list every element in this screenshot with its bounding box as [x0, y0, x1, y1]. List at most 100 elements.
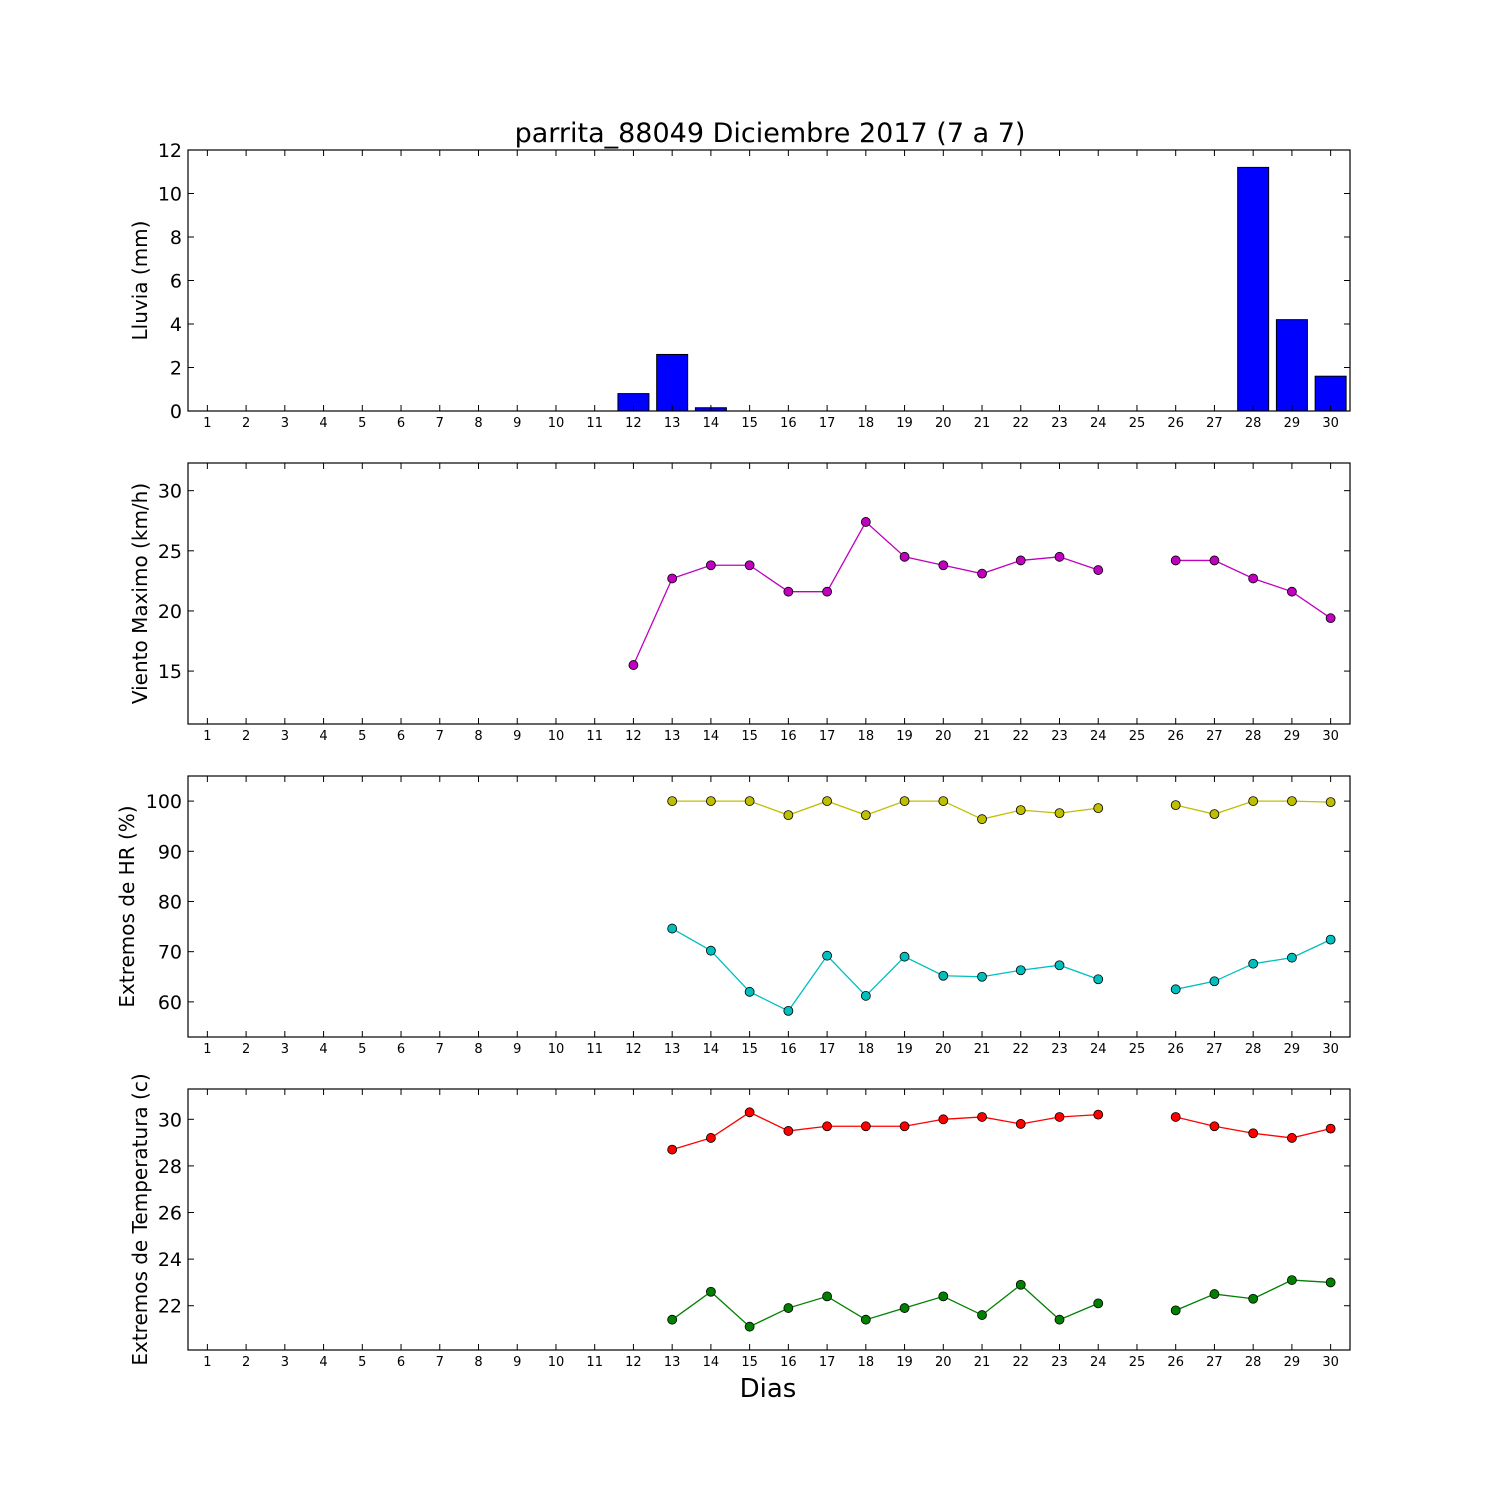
x-tick-label: 10	[548, 1355, 565, 1370]
x-tick-label: 8	[474, 416, 482, 431]
series-1-point-day-21	[977, 1112, 987, 1122]
y-tick-label: 20	[158, 601, 182, 623]
series-1-point-day-19	[899, 796, 910, 806]
x-tick-label: 6	[397, 1042, 405, 1057]
y-tick-label: 70	[158, 942, 182, 964]
x-tick-label: 5	[358, 416, 366, 431]
x-tick-label: 25	[1129, 416, 1146, 431]
x-tick-label: 18	[858, 1042, 875, 1057]
x-tick-label: 29	[1284, 729, 1301, 744]
x-tick-label: 26	[1167, 416, 1184, 431]
series-1-point-day-23	[1054, 808, 1065, 819]
y-tick-label: 0	[170, 401, 182, 423]
series-1-point-day-19	[899, 1121, 910, 1132]
series-1-point-day-29	[1287, 796, 1297, 806]
series-1-point-day-26	[1170, 555, 1181, 566]
x-tick-label: 26	[1167, 729, 1184, 744]
y-tick-label: 26	[158, 1203, 182, 1225]
x-tick-label: 21	[974, 729, 991, 744]
series-2-point-day-20	[938, 1291, 949, 1302]
series-2-point-day-26	[1170, 984, 1181, 995]
y-tick-label: 30	[158, 481, 182, 503]
x-tick-label: 2	[242, 1042, 250, 1057]
x-tick-label: 18	[858, 416, 875, 431]
series-1-line-segment-1	[632, 520, 1099, 666]
x-tick-label: 17	[819, 729, 836, 744]
x-tick-label: 30	[1322, 1042, 1339, 1057]
x-tick-label: 4	[319, 416, 327, 431]
y-tick-label: 25	[158, 541, 182, 563]
series-2-point-day-14	[706, 945, 716, 956]
x-tick-label: 26	[1167, 1042, 1184, 1057]
series-1-point-day-16	[783, 810, 794, 821]
x-tick-label: 3	[281, 416, 289, 431]
x-tick-label: 1	[203, 1355, 211, 1370]
x-tick-label: 12	[625, 1355, 642, 1370]
x-tick-label: 19	[896, 416, 913, 431]
series-1-point-day-27	[1209, 809, 1220, 820]
y-tick-label: 28	[158, 1156, 182, 1178]
x-tick-label: 25	[1129, 729, 1146, 744]
series-1-point-day-13	[667, 796, 678, 806]
y-tick-label: 60	[158, 992, 182, 1014]
series-1-point-day-24	[1093, 803, 1104, 814]
x-tick-label: 9	[513, 1042, 521, 1057]
series-2-line-segment-1	[671, 928, 1099, 1012]
series-1-point-day-19	[899, 551, 910, 562]
series-2-point-day-17	[822, 950, 832, 961]
x-tick-label: 25	[1129, 1355, 1146, 1370]
series-1-point-day-20	[938, 1114, 949, 1125]
y-axis-label: Viento Maximo (km/h)	[128, 483, 152, 704]
x-tick-label: 6	[397, 416, 405, 431]
bar-day-29	[1275, 319, 1308, 412]
series-2-point-day-15	[744, 986, 755, 997]
series-2-point-day-19	[899, 951, 910, 962]
series-1-point-day-26	[1170, 1112, 1181, 1122]
x-tick-label: 8	[474, 729, 482, 744]
x-tick-label: 8	[474, 1355, 482, 1370]
x-tick-label: 11	[586, 729, 603, 744]
y-tick-label: 12	[158, 140, 182, 162]
bar-day-13	[656, 353, 689, 412]
x-tick-label: 7	[436, 1355, 444, 1370]
x-tick-label: 3	[281, 1355, 289, 1370]
x-tick-label: 16	[780, 1355, 797, 1370]
x-tick-label: 6	[397, 729, 405, 744]
series-2-point-day-22	[1015, 1279, 1026, 1290]
x-tick-label: 18	[858, 729, 875, 744]
y-tick-label: 22	[158, 1296, 182, 1318]
x-tick-label: 15	[741, 1355, 758, 1370]
series-2-point-day-30	[1325, 1277, 1336, 1288]
x-tick-label: 28	[1245, 729, 1262, 744]
series-2-point-day-23	[1054, 960, 1065, 971]
x-tick-label: 7	[436, 1042, 444, 1057]
series-1-point-day-29	[1287, 1133, 1297, 1143]
x-tick-label: 22	[1012, 729, 1029, 744]
x-tick-label: 24	[1090, 729, 1107, 744]
series-1-point-day-14	[706, 796, 716, 806]
series-1-point-day-30	[1325, 797, 1336, 807]
bar-day-28	[1237, 166, 1270, 412]
x-tick-label: 25	[1129, 1042, 1146, 1057]
x-tick-label: 9	[513, 416, 521, 431]
series-1-point-day-27	[1209, 555, 1220, 566]
x-tick-label: 23	[1051, 1355, 1068, 1370]
x-tick-label: 30	[1322, 729, 1339, 744]
x-tick-label: 27	[1206, 729, 1223, 744]
series-1-point-day-23	[1054, 1112, 1065, 1122]
x-tick-label: 17	[819, 1042, 836, 1057]
series-1-point-day-17	[822, 1121, 832, 1132]
x-tick-label: 18	[858, 1355, 875, 1370]
series-1-point-day-14	[706, 560, 716, 571]
x-tick-label: 10	[548, 1042, 565, 1057]
x-tick-label: 13	[664, 1355, 681, 1370]
y-tick-label: 15	[158, 661, 182, 683]
series-2-point-day-27	[1209, 1289, 1220, 1299]
y-tick-label: 4	[170, 314, 182, 336]
series-2-point-day-26	[1170, 1305, 1181, 1316]
x-tick-label: 2	[242, 1355, 250, 1370]
series-2-point-day-19	[899, 1303, 910, 1313]
x-tick-label: 30	[1322, 1355, 1339, 1370]
y-tick-label: 30	[158, 1109, 182, 1131]
